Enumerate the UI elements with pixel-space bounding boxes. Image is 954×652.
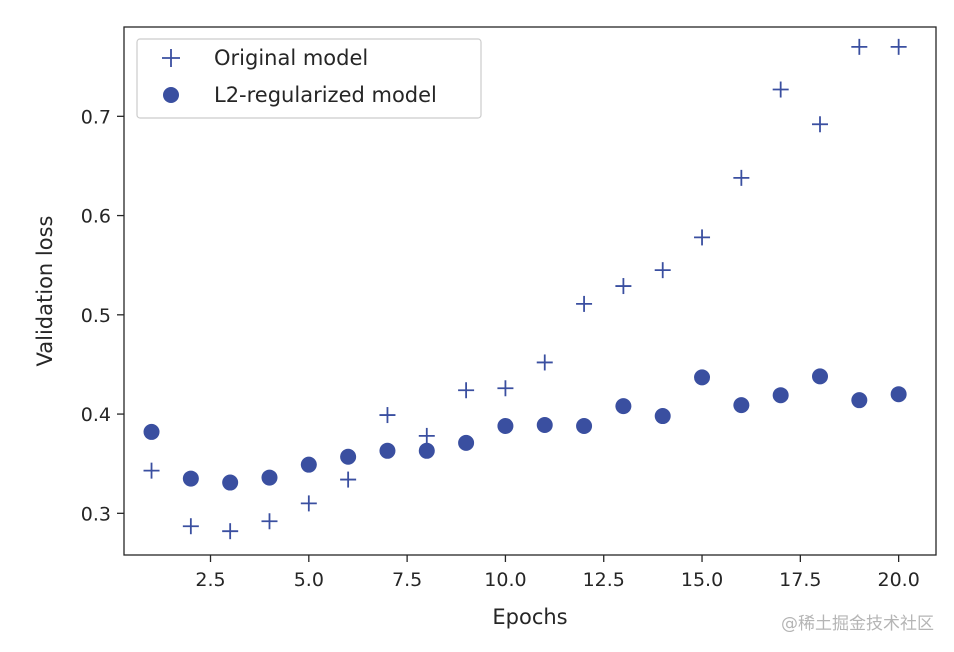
y-axis-label: Validation loss bbox=[33, 216, 57, 367]
legend-label-l2-regularized-model: L2-regularized model bbox=[214, 83, 437, 107]
original-model-point bbox=[812, 116, 828, 133]
x-tick-label: 15.0 bbox=[681, 569, 723, 591]
y-tick-label: 0.4 bbox=[81, 404, 111, 426]
l2-regularized-model-point bbox=[536, 416, 553, 433]
l2-regularized-model-point bbox=[654, 408, 671, 425]
l2-regularized-model-point bbox=[812, 368, 828, 385]
original-model-point bbox=[536, 354, 553, 371]
l2-regularized-model-point bbox=[733, 397, 750, 414]
original-model-point bbox=[222, 523, 239, 540]
original-model-point bbox=[261, 513, 278, 530]
l2-regularized-model-point bbox=[694, 369, 711, 386]
y-tick-label: 0.5 bbox=[81, 305, 111, 327]
original-model-point bbox=[418, 427, 435, 444]
original-model-point bbox=[733, 169, 750, 186]
x-tick-label: 17.5 bbox=[779, 569, 821, 591]
original-model-point bbox=[851, 38, 868, 55]
l2-regularized-model-point bbox=[497, 417, 514, 434]
x-tick-label: 7.5 bbox=[392, 569, 422, 591]
data-marks bbox=[143, 38, 907, 540]
x-tick-label: 20.0 bbox=[877, 569, 919, 591]
original-model-point bbox=[576, 295, 593, 312]
original-model-point bbox=[615, 278, 632, 295]
l2-regularized-model-point bbox=[890, 386, 907, 403]
legend: Original model L2-regularized model bbox=[136, 38, 482, 119]
x-tick-label: 2.5 bbox=[195, 569, 225, 591]
original-model-point bbox=[300, 495, 317, 512]
original-model-point bbox=[654, 262, 671, 279]
original-model-point bbox=[772, 81, 789, 98]
l2-regularized-model-point bbox=[615, 398, 632, 415]
l2-regularized-model-point bbox=[143, 423, 160, 440]
original-model-point bbox=[379, 407, 396, 424]
l2-regularized-model-point bbox=[576, 417, 593, 434]
y-tick-label: 0.6 bbox=[81, 206, 111, 228]
legend-box bbox=[136, 38, 482, 119]
original-model-point bbox=[340, 471, 357, 488]
watermark: @稀土掘金技术社区 bbox=[781, 614, 934, 634]
l2-regularized-model-point bbox=[222, 474, 239, 491]
original-model-point bbox=[694, 229, 711, 246]
l2-regularized-model-point bbox=[851, 392, 868, 409]
l2-regularized-model-point bbox=[379, 442, 396, 459]
x-tick-label: 12.5 bbox=[583, 569, 625, 591]
y-tick-label: 0.3 bbox=[81, 503, 111, 525]
x-axis-label: Epochs bbox=[492, 605, 567, 629]
x-tick-label: 10.0 bbox=[484, 569, 526, 591]
original-model-point bbox=[890, 38, 907, 55]
l2-regularized-model-point bbox=[772, 387, 789, 404]
axis-ticks: 2.5 5.0 7.5 10.0 12.5 15.0 17.5 20.0 0.3 0.4 0.5 0.… bbox=[81, 106, 920, 591]
plot-frame bbox=[123, 26, 937, 556]
original-model-point bbox=[497, 380, 514, 397]
original-model-point bbox=[182, 518, 199, 535]
legend-marker-l2-regularized-model bbox=[163, 87, 179, 103]
l2-regularized-model-point bbox=[300, 456, 317, 473]
l2-regularized-model-point bbox=[458, 434, 475, 451]
l2-regularized-model-point bbox=[340, 448, 357, 465]
legend-marker-original-model bbox=[162, 49, 180, 67]
y-tick-label: 0.7 bbox=[81, 106, 111, 128]
l2-regularized-model-point bbox=[182, 470, 199, 487]
x-tick-label: 5.0 bbox=[294, 569, 324, 591]
l2-regularized-model-point bbox=[261, 469, 278, 486]
legend-label-original-model: Original model bbox=[214, 46, 368, 70]
original-model-point bbox=[458, 382, 475, 399]
l2-regularized-model-point bbox=[418, 442, 435, 459]
original-model-point bbox=[143, 462, 160, 479]
